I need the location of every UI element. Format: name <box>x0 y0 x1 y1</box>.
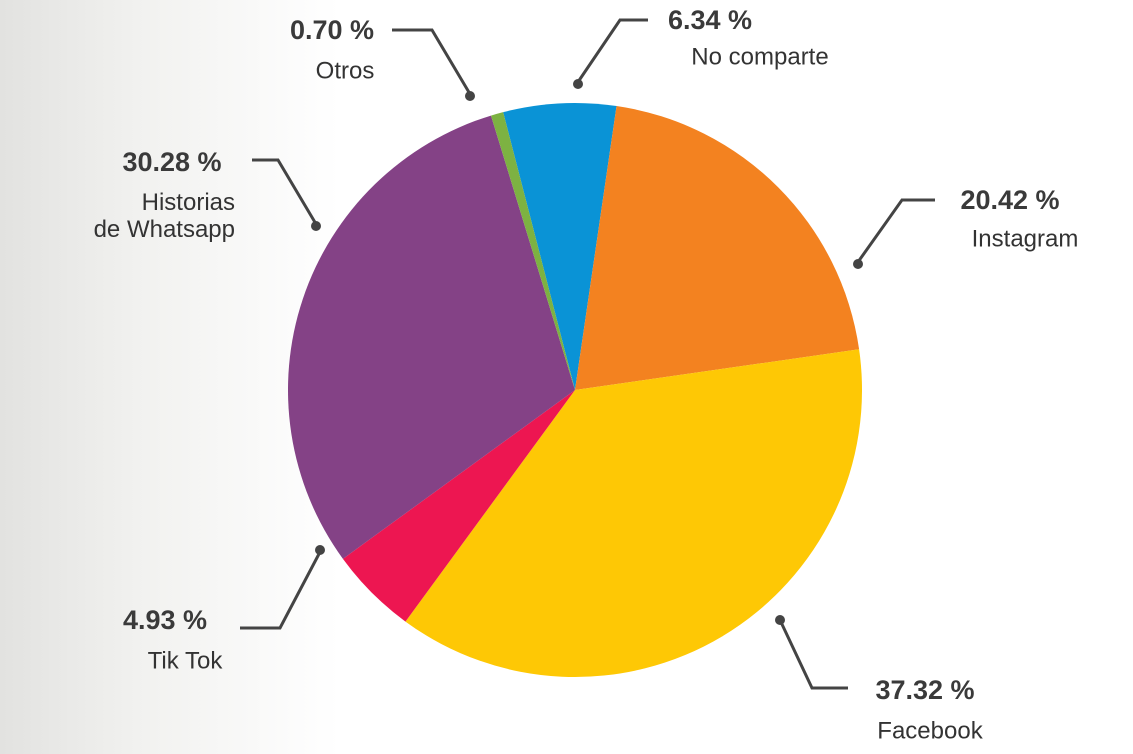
category-label: No comparte <box>691 45 828 72</box>
category-label: Instagram <box>972 227 1079 254</box>
leader-line <box>392 30 470 94</box>
leader-line <box>780 620 848 688</box>
category-label: Historias de Whatsapp <box>94 190 235 244</box>
leader-line <box>858 200 935 262</box>
slices <box>288 103 862 677</box>
leader-dot <box>465 91 475 101</box>
value-label: 20.42 % <box>960 185 1059 215</box>
slice <box>575 106 859 390</box>
category-label: Tik Tok <box>148 649 223 676</box>
chart <box>0 0 1133 754</box>
value-label: 6.34 % <box>668 5 752 35</box>
leader-line <box>240 552 320 628</box>
page: {"chart_data": {"type": "pie", "categori… <box>0 0 1133 754</box>
leader-line <box>252 160 316 224</box>
leader-dot <box>775 615 785 625</box>
leader-dot <box>573 79 583 89</box>
leader-dot <box>311 221 321 231</box>
leader-dot <box>315 545 325 555</box>
value-label: 37.32 % <box>875 675 974 705</box>
leader-line <box>578 20 648 82</box>
category-label: Otros <box>316 59 375 86</box>
category-label: Facebook <box>877 719 982 746</box>
leader-dot <box>853 259 863 269</box>
value-label: 4.93 % <box>123 605 207 635</box>
value-label: 0.70 % <box>290 15 374 45</box>
value-label: 30.28 % <box>122 147 221 177</box>
